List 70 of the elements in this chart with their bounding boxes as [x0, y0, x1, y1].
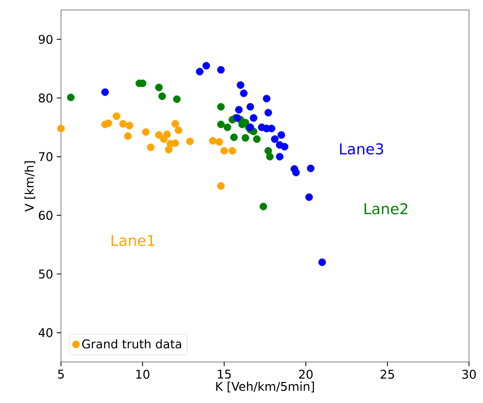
point: [217, 66, 225, 74]
y-tick-label: 70: [39, 152, 52, 162]
point: [202, 62, 210, 70]
point: [126, 122, 134, 130]
point: [230, 134, 238, 142]
point: [235, 106, 243, 114]
annotation: Lane1: [112, 234, 154, 246]
point: [240, 90, 248, 98]
point: [158, 92, 166, 100]
point: [217, 103, 225, 111]
annotation: Lane2: [364, 203, 408, 214]
point: [224, 124, 232, 132]
point: [264, 108, 272, 116]
point: [173, 95, 181, 103]
point: [318, 258, 326, 266]
point: [260, 202, 268, 210]
point: [278, 131, 286, 139]
point: [112, 112, 120, 120]
x-tick-label: 25: [380, 370, 394, 379]
point: [216, 138, 224, 146]
x-tick-label: 15: [218, 370, 231, 379]
y-tick-label: 60: [38, 210, 52, 220]
x-tick-label: 20: [299, 370, 313, 379]
y-axis-title: V [km/h]: [24, 161, 36, 212]
point: [292, 168, 300, 176]
point: [264, 147, 272, 155]
point: [250, 114, 258, 122]
point: [101, 88, 109, 96]
point: [196, 68, 204, 76]
point: [142, 128, 150, 136]
point: [146, 143, 155, 152]
point: [220, 147, 228, 155]
point: [155, 131, 163, 139]
point: [236, 81, 244, 89]
point: [306, 164, 314, 172]
y-tick-label: 50: [38, 269, 52, 279]
legend-label: Grand truth data: [82, 339, 182, 348]
annotation: Lane3: [340, 143, 384, 155]
x-axis-title: K [Veh/km/5min]: [216, 382, 314, 392]
point: [163, 130, 171, 138]
point: [305, 193, 313, 201]
point: [67, 94, 75, 102]
point: [242, 134, 250, 142]
point: [228, 147, 236, 155]
y-tick-label: 40: [38, 328, 52, 338]
point: [271, 135, 279, 143]
point: [174, 126, 182, 134]
point: [208, 137, 217, 145]
point: [164, 146, 172, 154]
point: [124, 132, 132, 140]
x-tick-label: 30: [462, 370, 476, 379]
point: [262, 94, 270, 102]
point: [171, 139, 180, 147]
x-tick-label: 10: [136, 370, 150, 379]
point: [266, 152, 274, 160]
x-tick-label: 5: [58, 370, 64, 379]
point: [280, 142, 288, 150]
point: [57, 124, 65, 132]
y-tick-label: 80: [38, 93, 52, 103]
point: [276, 152, 284, 160]
point: [171, 120, 180, 128]
point: [104, 119, 112, 128]
y-tick-label: 90: [38, 34, 52, 44]
point: [253, 135, 261, 143]
point: [186, 138, 194, 146]
point: [119, 120, 127, 128]
point: [155, 84, 163, 92]
point: [217, 120, 225, 128]
point: [246, 103, 254, 111]
point: [217, 182, 225, 190]
